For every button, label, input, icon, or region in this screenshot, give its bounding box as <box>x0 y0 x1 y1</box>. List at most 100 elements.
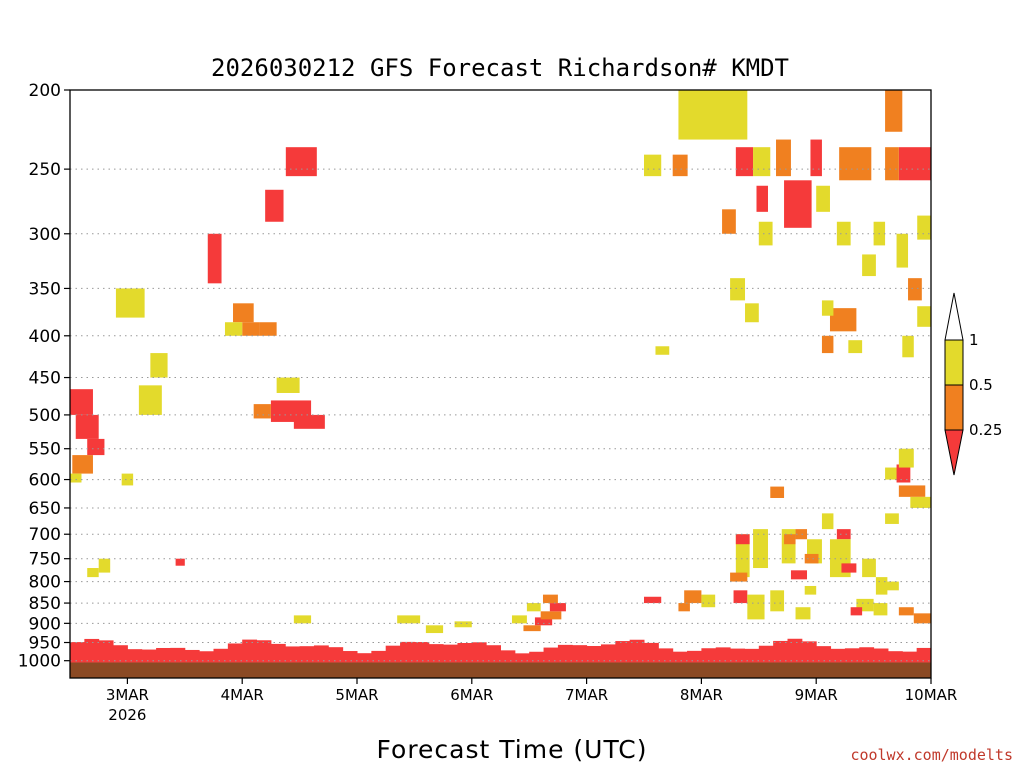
ri-cell <box>795 529 808 540</box>
y-tick-label: 500 <box>29 406 61 426</box>
ri-cell <box>917 215 931 240</box>
surface-ri-cell <box>170 647 186 663</box>
ri-cell <box>678 603 690 612</box>
ri-cell <box>810 139 822 177</box>
ri-cell <box>276 377 300 393</box>
ri-cell <box>722 209 736 234</box>
ri-cell <box>804 585 817 595</box>
ri-cell <box>898 448 914 468</box>
surface-ri-cell <box>629 639 645 663</box>
ri-cell <box>534 617 553 626</box>
ri-cell <box>784 534 796 545</box>
surface-ri-cell <box>514 653 530 663</box>
surface-ri-cell <box>744 648 760 663</box>
ri-cell <box>265 189 284 222</box>
surface-ri-cell <box>113 645 128 663</box>
ri-cell <box>540 611 562 620</box>
ri-cell <box>862 254 876 277</box>
y-tick-label: 800 <box>29 573 61 593</box>
x-tick-label: 6MAR <box>450 686 493 704</box>
surface-ri-cell <box>199 651 214 663</box>
ri-cell <box>175 558 185 566</box>
ri-cell <box>150 353 168 378</box>
ri-cell <box>233 303 254 323</box>
ri-cell <box>862 558 876 578</box>
surface-ri-cell <box>328 647 344 663</box>
surface-ri-cell <box>400 641 415 663</box>
surface-ri-cell <box>672 651 688 663</box>
ri-cell <box>917 306 931 327</box>
surface-ri-cell <box>213 648 229 663</box>
ri-cell <box>821 335 834 354</box>
x-tick-label: 10MAR <box>905 686 958 704</box>
ri-cell <box>678 90 748 140</box>
ri-cell <box>70 389 93 415</box>
surface-ri-cell <box>787 638 803 663</box>
surface-ri-cell <box>471 642 487 663</box>
ri-cell <box>115 288 145 318</box>
surface-ri-cell <box>342 651 358 663</box>
plot-area <box>70 90 932 678</box>
surface-ri-cell <box>84 638 100 663</box>
surface-ri-cell <box>873 648 889 663</box>
ri-cell <box>672 154 688 177</box>
ri-cell <box>821 300 834 316</box>
ri-cell <box>841 563 857 573</box>
surface-ri-cell <box>141 649 157 663</box>
surface-ri-cell <box>730 648 745 663</box>
y-tick-label: 1000 <box>18 652 61 672</box>
surface-ri-cell <box>887 651 903 663</box>
surface-ri-cell <box>801 641 817 663</box>
ri-cell <box>885 513 899 524</box>
ri-cell <box>98 558 111 573</box>
ri-cell <box>885 467 899 480</box>
surface-ri-cell <box>242 639 258 663</box>
ground-surface <box>70 662 931 678</box>
ri-cell <box>770 590 785 612</box>
surface-ri-cell <box>443 644 458 663</box>
ri-cell <box>735 534 750 545</box>
surface-ri-cell <box>615 641 631 663</box>
surface-ri-cell <box>687 650 702 663</box>
ri-cell <box>138 385 162 415</box>
y-tick-label: 550 <box>29 440 61 460</box>
x-tick-label: 8MAR <box>680 686 723 704</box>
surface-ri-cell <box>902 651 918 663</box>
ri-cell <box>70 473 82 483</box>
surface-ri-cell <box>644 642 659 663</box>
ri-cell <box>829 308 857 332</box>
ri-cell <box>735 147 754 177</box>
gridlines <box>70 168 931 662</box>
legend-label: 1 <box>969 331 979 349</box>
ri-cell <box>790 570 808 580</box>
surface-ri-cell <box>816 646 832 663</box>
surface-ri-cell <box>859 647 875 663</box>
x-tick-label: 3MAR <box>106 686 149 704</box>
surface-ri-cell <box>557 644 573 663</box>
ri-cell <box>836 221 851 246</box>
ri-cell <box>873 603 888 616</box>
y-tick-label: 950 <box>29 634 61 654</box>
ri-cell <box>885 147 899 181</box>
y-tick-label: 250 <box>29 160 61 180</box>
ri-cell <box>821 513 834 530</box>
y-tick-label: 700 <box>29 525 61 545</box>
ri-cell <box>293 414 325 429</box>
legend-swatch-orange <box>944 384 964 431</box>
ri-cell <box>753 529 768 569</box>
credit-link[interactable]: coolwx.com/modelts <box>850 746 1013 764</box>
y-tick-label: 450 <box>29 369 61 389</box>
surface-ri-cell <box>313 645 329 663</box>
surface-ri-cell <box>586 645 602 663</box>
ri-cell <box>898 485 926 497</box>
ri-cell <box>735 534 750 578</box>
ri-cell <box>896 464 911 483</box>
ri-cell <box>644 154 662 177</box>
y-tick-label: 900 <box>29 614 61 634</box>
ri-cell <box>72 455 93 474</box>
surface-ri-cell <box>572 645 588 663</box>
ri-cell <box>511 615 527 624</box>
chart-title: 2026030212 GFS Forecast Richardson# KMDT <box>211 54 789 82</box>
